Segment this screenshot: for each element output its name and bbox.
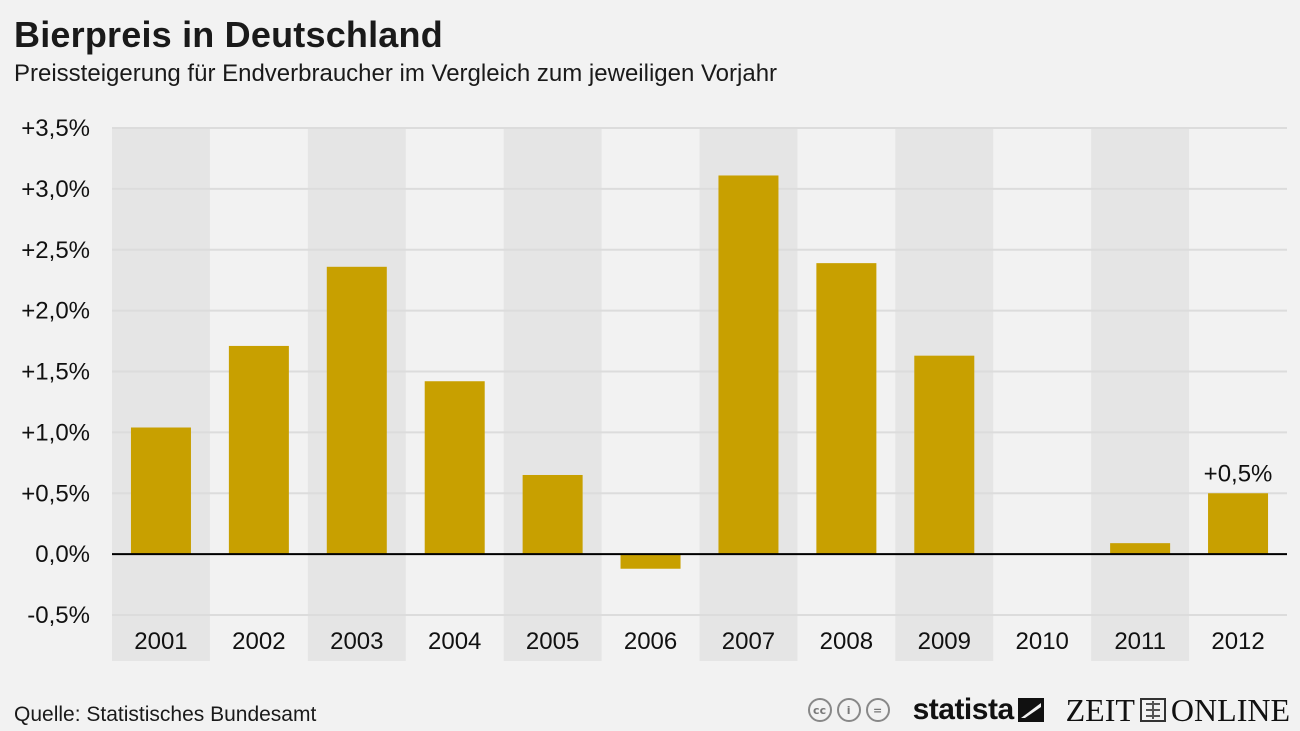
column-band-2011 <box>1091 128 1190 661</box>
bar-2005[interactable] <box>522 474 583 555</box>
x-tick-label-2011: 2011 <box>1114 628 1166 655</box>
statista-logo[interactable]: statista <box>913 693 1044 727</box>
y-axis-ticks: +3,5% +3,0% +2,5% +2,0% +1,5% +1,0% +0,5% 0,0% -… <box>21 115 90 629</box>
x-tick-label-2012: 2012 <box>1211 628 1264 655</box>
y-tick-label: +2,0% <box>21 298 90 325</box>
y-tick-label: +3,0% <box>21 176 90 203</box>
statista-wordmark: statista <box>912 693 1015 726</box>
x-tick-label-2006: 2006 <box>624 628 677 655</box>
y-tick-label: +1,5% <box>21 359 90 386</box>
zeit-wordmark-left: ZEIT <box>1065 691 1135 728</box>
bar-2008[interactable] <box>816 263 877 555</box>
cc-license-icon[interactable]: cc <box>807 698 832 722</box>
zeit-wordmark-right: ONLINE <box>1170 691 1290 728</box>
x-tick-label-2003: 2003 <box>330 628 383 655</box>
x-tick-label-2002: 2002 <box>232 628 285 655</box>
bar-2009[interactable] <box>914 355 975 555</box>
x-tick-label-2007: 2007 <box>722 628 775 655</box>
bar-2011[interactable] <box>1110 543 1171 555</box>
y-tick-label: +1,0% <box>21 419 90 446</box>
y-tick-label: +3,5% <box>21 115 90 142</box>
bar-2004[interactable] <box>424 381 485 555</box>
cc-attribution-icon[interactable]: i <box>836 698 861 722</box>
cc-noderivs-icon[interactable]: = <box>865 698 890 722</box>
y-tick-label: 0,0% <box>35 541 90 568</box>
bar-chart: +3,5% +3,0% +2,5% +2,0% +1,5% +1,0% +0,5% 0,0% -… <box>21 115 1287 661</box>
x-tick-label-2004: 2004 <box>428 628 481 655</box>
bar-2006[interactable] <box>620 554 681 569</box>
zeit-online-logo[interactable]: ZEIT ONLINE <box>1066 692 1290 729</box>
chart-title: Bierpreis in Deutschland <box>14 14 443 55</box>
bar-2003[interactable] <box>326 266 387 555</box>
bars <box>130 175 1269 569</box>
x-tick-label-2008: 2008 <box>820 628 873 655</box>
statista-mark-icon <box>1017 698 1044 722</box>
zeit-seal-icon <box>1139 698 1166 722</box>
x-tick-label-2001: 2001 <box>134 628 187 655</box>
bar-2002[interactable] <box>228 345 289 555</box>
logo-row: cc i = statista ZEIT ONLINE <box>807 690 1290 730</box>
column-band-2005 <box>503 128 602 661</box>
y-tick-label: +2,5% <box>21 237 90 264</box>
gridlines <box>112 127 1287 616</box>
x-tick-label-2009: 2009 <box>918 628 971 655</box>
chart-subtitle: Preissteigerung für Endverbraucher im Ve… <box>14 60 778 87</box>
bar-2012[interactable] <box>1208 493 1269 555</box>
x-axis-labels: 2001 2002 2003 2004 2005 2006 2007 2008 2009 2010… <box>134 628 1264 655</box>
annotations: +0,5% <box>1204 460 1273 487</box>
bar-2001[interactable] <box>130 427 191 555</box>
x-tick-label-2010: 2010 <box>1016 628 1069 655</box>
x-tick-label-2005: 2005 <box>526 628 579 655</box>
source-note: Quelle: Statistisches Bundesamt <box>14 703 317 726</box>
data-label-2012: +0,5% <box>1204 460 1273 487</box>
bar-2007[interactable] <box>718 175 779 555</box>
column-bands <box>112 128 1190 661</box>
y-tick-label: +0,5% <box>21 480 90 507</box>
column-band-2001 <box>112 128 210 661</box>
y-tick-label: -0,5% <box>27 602 90 629</box>
